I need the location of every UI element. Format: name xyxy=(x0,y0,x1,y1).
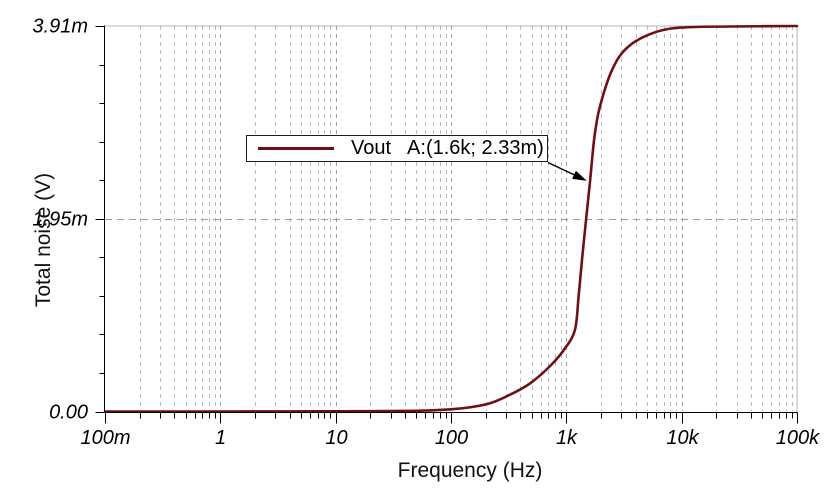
curve-layer xyxy=(103,24,799,413)
legend-line-sample-icon xyxy=(258,147,334,150)
y-axis-title: Total noise (V) xyxy=(32,172,55,308)
noise-curve[interactable] xyxy=(103,24,799,413)
axes-and-ticks xyxy=(95,25,799,424)
legend-box[interactable]: Vout A:(1.6k; 2.33m) xyxy=(246,135,548,162)
plot-frame xyxy=(105,25,798,413)
x-axis-title: Frequency (Hz) xyxy=(397,459,543,482)
gridlines xyxy=(105,26,797,412)
legend-series-label: Vout xyxy=(351,137,392,159)
arrow-head-icon xyxy=(572,170,587,181)
legend-marker-text: A:(1.6k; 2.33m) xyxy=(407,137,544,159)
marker-arrow xyxy=(547,161,587,181)
arrow-line xyxy=(547,161,578,178)
